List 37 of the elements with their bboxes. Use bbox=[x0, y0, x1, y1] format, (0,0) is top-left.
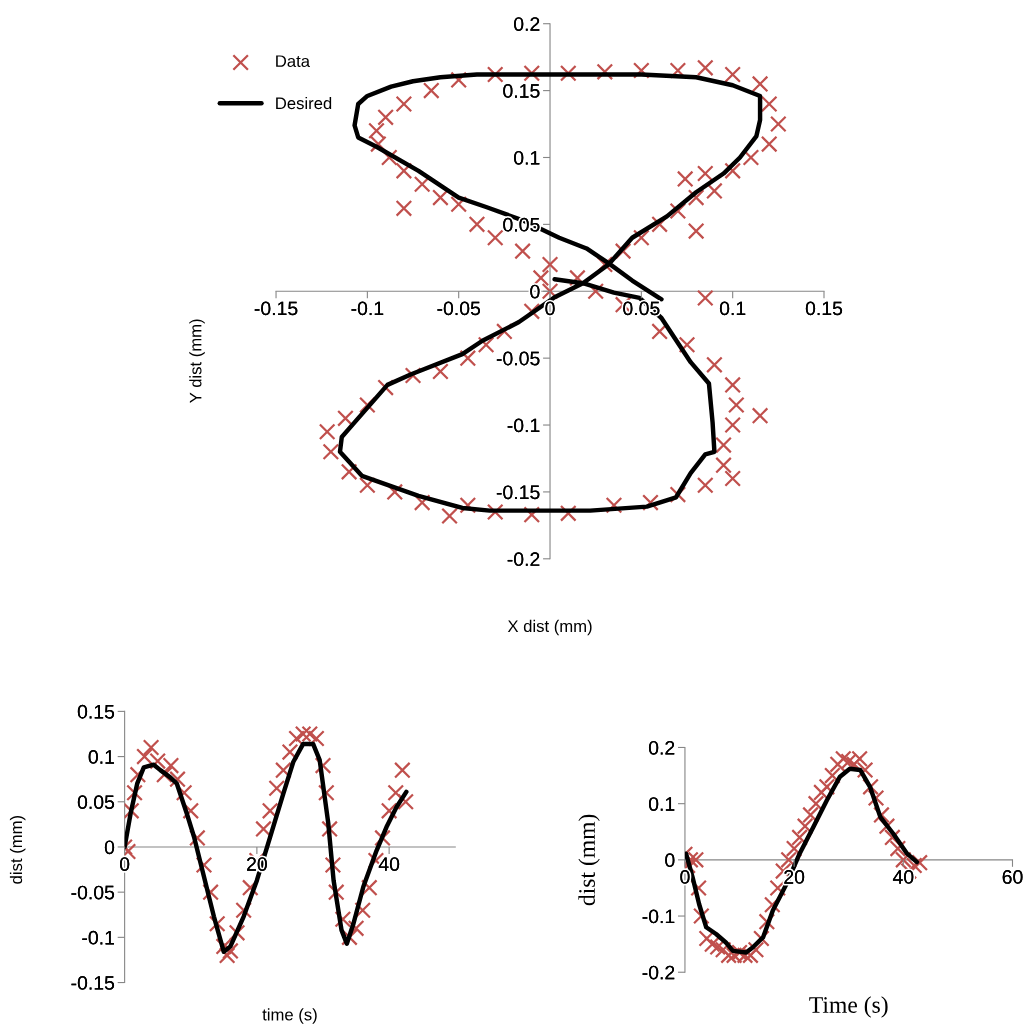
x-tick-label: 40 bbox=[378, 857, 400, 871]
y-tick-label: -0.2 bbox=[642, 965, 675, 980]
y-tick-label: -0.05 bbox=[71, 885, 115, 900]
x-tick-label: -0.1 bbox=[351, 301, 384, 316]
x-axis-title: time (s) bbox=[262, 1008, 317, 1024]
y-tick-label: 0 bbox=[530, 284, 540, 299]
y-axis-title: dist (mm) bbox=[9, 815, 26, 884]
x-tick-label: 40 bbox=[892, 870, 914, 884]
x-tick-label: 0.15 bbox=[805, 301, 843, 316]
y-tick-label: 0.1 bbox=[648, 797, 675, 811]
y-tick-label: -0.15 bbox=[71, 976, 115, 990]
y-tick-label: -0.1 bbox=[82, 930, 114, 945]
y-tick-label: 0.1 bbox=[88, 750, 114, 764]
x-axis-title: X dist (mm) bbox=[507, 619, 592, 636]
y-tick-label: 0.15 bbox=[77, 704, 115, 719]
y-tick-label: 0.1 bbox=[514, 150, 540, 165]
y-tick-label: -0.2 bbox=[507, 552, 540, 567]
y-tick-label: 0.15 bbox=[503, 84, 540, 98]
x-tick-label: 0 bbox=[680, 870, 690, 884]
legend-label: Data bbox=[276, 55, 311, 68]
y-tick-label: -0.15 bbox=[496, 485, 540, 500]
legend-label: Desired bbox=[276, 96, 332, 110]
x-tick-label: -0.05 bbox=[437, 301, 481, 316]
y-tick-label: -0.05 bbox=[496, 351, 540, 366]
x-tick-label: 0.1 bbox=[719, 301, 746, 316]
y-tick-label: 0.2 bbox=[648, 740, 675, 755]
x-axis-title: Time (s) bbox=[809, 996, 888, 1018]
y-tick-label: -0.1 bbox=[507, 418, 540, 433]
y-tick-label: -0.1 bbox=[642, 909, 675, 924]
x-tick-label: -0.15 bbox=[254, 301, 298, 316]
y-axis-title: dist (mm) bbox=[578, 814, 600, 906]
x-tick-label: 60 bbox=[1002, 870, 1023, 884]
y-axis-title: Y dist (mm) bbox=[189, 319, 205, 403]
x-tick-label: 0 bbox=[119, 857, 130, 871]
y-tick-label: 0.2 bbox=[514, 17, 540, 31]
y-tick-label: 0.05 bbox=[77, 795, 115, 810]
y-tick-label: 0 bbox=[104, 840, 115, 855]
